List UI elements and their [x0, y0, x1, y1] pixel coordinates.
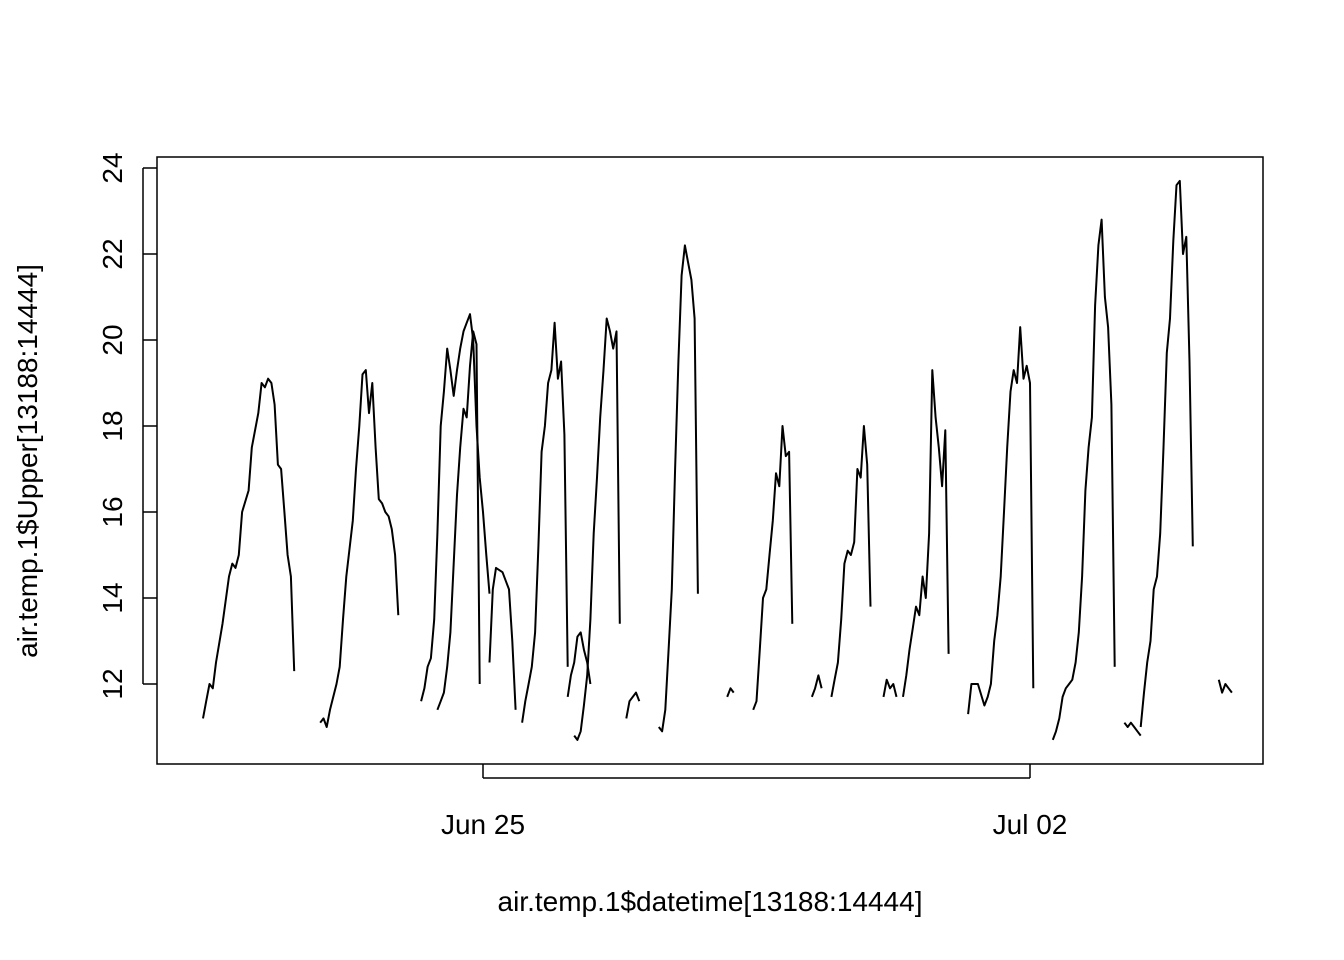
x-axis-title: air.temp.1$datetime[13188:14444] — [498, 886, 923, 917]
x-tick-label: Jun 25 — [441, 809, 525, 840]
series-line-segment — [810, 674, 823, 698]
series-line-segment — [1123, 721, 1142, 737]
plot-frame — [156, 156, 1264, 765]
series-line-segment — [202, 377, 296, 719]
series-line-segment — [752, 425, 794, 711]
y-tick-label: 16 — [97, 496, 128, 527]
y-axis: 12 14 16 18 20 22 24 — [97, 152, 157, 700]
y-tick-label: 20 — [97, 324, 128, 355]
y-tick-label: 22 — [97, 238, 128, 269]
series-line-segment — [882, 678, 898, 698]
series-line-segment — [566, 631, 592, 698]
series-line-segment — [658, 244, 699, 733]
series-line-segment — [830, 425, 872, 698]
y-tick-label: 24 — [97, 152, 128, 183]
data-lines — [202, 179, 1233, 741]
y-tick-label: 14 — [97, 582, 128, 613]
series-line-segment — [573, 317, 621, 741]
x-axis: Jun 25 Jul 02 — [441, 764, 1067, 840]
y-tick-label: 12 — [97, 668, 128, 699]
series-line-segment — [488, 566, 517, 710]
series-line-segment — [1139, 179, 1194, 728]
y-axis-title: air.temp.1$Upper[13188:14444] — [12, 264, 43, 658]
x-tick-label: Jul 02 — [993, 809, 1068, 840]
series-line-segment — [726, 687, 735, 698]
series-line-segment — [967, 326, 1035, 715]
y-tick-label: 18 — [97, 410, 128, 441]
series-line-segment — [436, 330, 481, 711]
series-line-segment — [521, 321, 569, 723]
series-line-segment — [1217, 679, 1233, 694]
series-line-segment — [902, 369, 950, 698]
series-line-segment — [319, 369, 400, 728]
series-line-segment — [1051, 218, 1116, 741]
series-line-segment — [625, 691, 641, 719]
